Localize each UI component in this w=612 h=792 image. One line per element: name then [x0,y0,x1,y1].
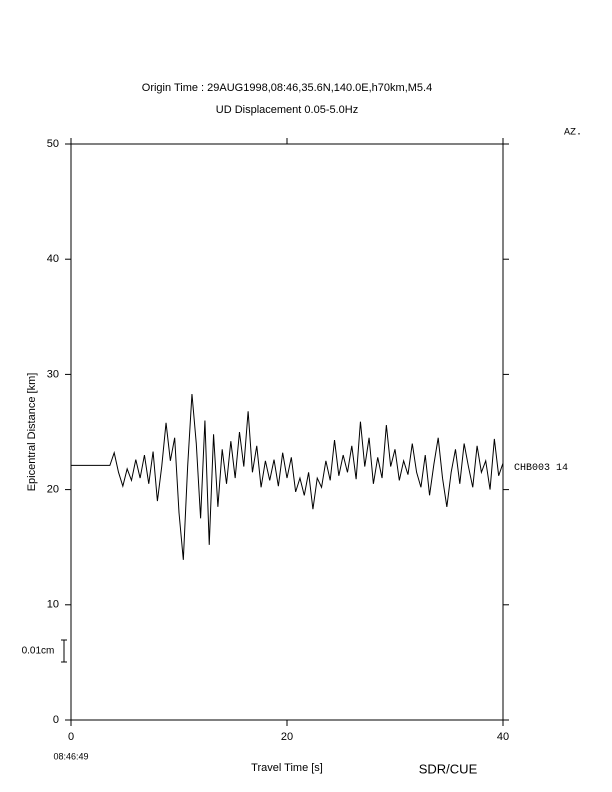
y-tick-label: 30 [47,368,59,380]
scale-label: 0.01cm [22,646,55,657]
y-tick-label: 40 [47,253,59,265]
trace-label: CHB003 14 [514,463,568,474]
y-axis-label: Epicentral Distance [km] [26,373,38,492]
y-tick-label: 50 [47,138,59,150]
y-tick-label: 0 [53,714,59,726]
chart-subtitle: UD Displacement 0.05-5.0Hz [216,104,358,116]
corner-label: AZ. [564,128,582,139]
plot-frame [70,143,504,721]
start-time: 08:46:49 [53,751,88,761]
trace [71,393,504,560]
chart-title: Origin Time : 29AUG1998,08:46,35.6N,140.… [142,82,432,94]
x-tick-label: 0 [68,731,74,743]
x-tick-label: 20 [281,731,293,743]
x-axis-label: Travel Time [s] [251,762,323,774]
y-tick-label: 10 [47,599,59,611]
y-tick-label: 20 [47,484,59,496]
x-tick-label: 40 [497,731,509,743]
credit: SDR/CUE [419,761,478,776]
